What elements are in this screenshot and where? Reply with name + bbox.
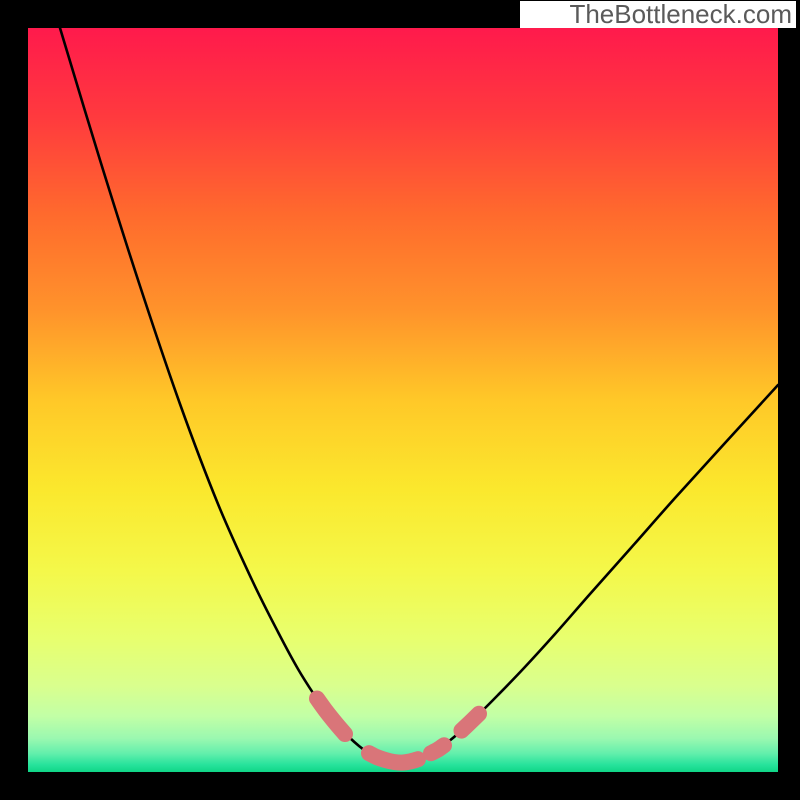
curve-markers-group: [317, 699, 479, 763]
watermark-text: TheBottleneck.com: [520, 1, 796, 28]
curve-marker-1: [369, 753, 418, 762]
curve-marker-2: [431, 745, 444, 753]
bottleneck-curve: [60, 28, 778, 763]
curve-marker-3: [462, 714, 480, 731]
curve-marker-0: [317, 699, 345, 735]
